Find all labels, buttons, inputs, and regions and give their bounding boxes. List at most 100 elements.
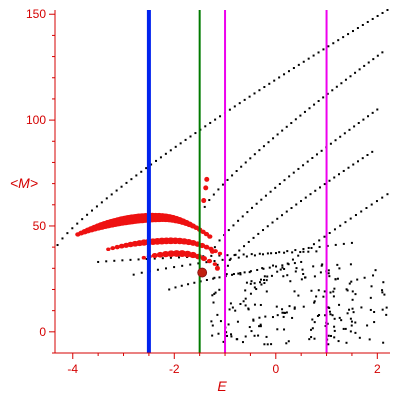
red-data-point	[189, 251, 197, 259]
black-data-point	[333, 336, 336, 339]
black-data-point	[234, 309, 237, 312]
black-data-point	[145, 167, 148, 170]
black-data-point	[189, 135, 192, 138]
black-data-point	[263, 282, 266, 285]
black-data-point	[229, 302, 232, 305]
black-data-point	[217, 332, 220, 335]
black-data-point	[299, 114, 302, 117]
black-data-point	[348, 282, 351, 285]
black-data-point	[335, 85, 338, 88]
black-data-point	[293, 290, 296, 293]
black-data-point	[275, 265, 278, 268]
black-data-point	[237, 219, 240, 222]
black-data-point	[308, 107, 311, 110]
black-data-point	[344, 327, 347, 330]
black-data-point	[234, 253, 237, 256]
black-data-point	[181, 264, 184, 267]
black-data-point	[281, 311, 284, 314]
black-data-point	[340, 319, 343, 322]
black-data-point	[251, 206, 254, 209]
black-data-point	[327, 272, 330, 275]
black-data-point	[229, 257, 232, 260]
black-data-point	[352, 311, 355, 314]
black-data-point	[310, 246, 313, 249]
black-data-point	[338, 316, 341, 319]
black-data-point	[371, 111, 374, 114]
black-data-point	[349, 263, 352, 266]
black-data-point	[218, 239, 221, 242]
black-data-point	[212, 301, 215, 304]
black-data-point	[310, 336, 313, 339]
black-data-point	[238, 102, 241, 105]
black-data-point	[227, 323, 230, 326]
black-data-point	[332, 42, 335, 45]
black-data-point	[272, 137, 275, 140]
black-data-point	[61, 237, 64, 240]
black-data-point	[302, 250, 305, 253]
black-data-point	[211, 334, 214, 337]
black-data-point	[293, 307, 296, 310]
black-data-point	[383, 293, 386, 296]
red-data-point	[203, 244, 210, 250]
x-tick-label: 0	[272, 362, 279, 376]
black-data-point	[135, 174, 138, 177]
black-data-point	[187, 283, 190, 286]
black-data-point	[342, 327, 345, 330]
black-data-point	[250, 280, 253, 283]
black-data-point	[76, 222, 79, 225]
black-data-point	[255, 202, 258, 205]
black-data-point	[381, 11, 384, 14]
black-data-point	[322, 295, 325, 298]
black-data-point	[210, 254, 213, 257]
black-data-point	[338, 267, 341, 270]
black-data-point	[367, 61, 370, 64]
black-data-point	[252, 318, 255, 321]
black-data-point	[236, 320, 239, 323]
black-data-point	[311, 156, 314, 159]
black-data-point	[274, 186, 277, 189]
black-data-point	[372, 58, 375, 61]
black-data-point	[140, 271, 143, 274]
red-data-point	[114, 244, 120, 250]
black-data-point	[339, 224, 342, 227]
black-data-point	[249, 157, 252, 160]
black-data-point	[278, 251, 281, 254]
black-data-point	[344, 78, 347, 81]
black-data-point	[213, 260, 216, 263]
black-data-point	[150, 163, 153, 166]
black-data-point	[165, 267, 168, 270]
black-data-point	[259, 278, 262, 281]
black-data-point	[239, 272, 242, 275]
black-data-point	[316, 314, 319, 317]
black-data-point	[286, 274, 289, 277]
black-data-point	[369, 308, 372, 311]
black-data-point	[283, 179, 286, 182]
black-data-point	[319, 271, 322, 274]
black-data-point	[327, 306, 330, 309]
black-data-point	[385, 306, 388, 309]
black-data-point	[266, 252, 269, 255]
black-data-point	[302, 305, 305, 308]
black-data-point	[259, 303, 262, 306]
black-data-point	[258, 316, 261, 319]
black-data-point	[243, 98, 246, 101]
red-data-point	[204, 176, 210, 182]
black-data-point	[115, 189, 118, 192]
black-data-point	[338, 303, 341, 306]
black-data-point	[194, 132, 197, 135]
black-data-point	[372, 274, 375, 277]
black-data-point	[342, 169, 345, 172]
black-data-point	[266, 275, 269, 278]
red-data-point	[195, 253, 202, 260]
black-data-point	[386, 9, 389, 11]
highlight-data-point	[197, 267, 208, 278]
black-data-point	[317, 289, 320, 292]
black-data-point	[248, 326, 251, 329]
black-data-point	[362, 118, 365, 121]
black-data-point	[333, 317, 336, 320]
black-data-point	[288, 175, 291, 178]
black-data-point	[91, 209, 94, 212]
black-data-point	[294, 118, 297, 121]
black-data-point	[232, 224, 235, 227]
x-tick-label: -4	[67, 362, 78, 376]
